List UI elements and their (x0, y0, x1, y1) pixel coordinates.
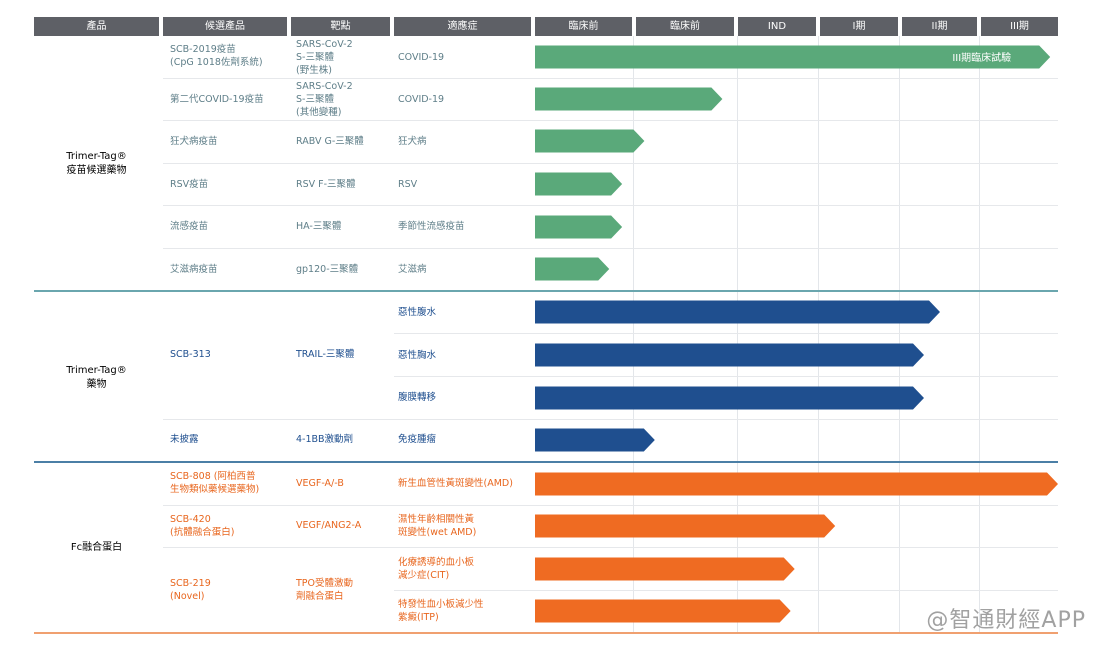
header-stage-1: 臨床前 (535, 17, 632, 36)
row-divider (163, 419, 1058, 420)
group-divider (34, 290, 1058, 292)
row-indication: 艾滋病 (398, 264, 427, 275)
row-divider (163, 205, 1058, 206)
row-divider (163, 547, 1058, 548)
header-phase-1: I期 (820, 17, 898, 36)
row-divider (163, 505, 1058, 506)
row-candidate: 流感疫苗 (170, 221, 209, 232)
row-divider (163, 163, 1058, 164)
group-divider (34, 632, 1058, 634)
row-candidate: SCB-808 (阿柏西普 生物類似藥候選藥物) (170, 471, 260, 495)
row-candidate: SCB-219 (Novel) (170, 578, 211, 602)
row-indication: 免疫腫瘤 (398, 434, 437, 445)
stage-gridline (818, 36, 819, 633)
stage-gridline (979, 36, 980, 633)
pipeline-bar (535, 87, 723, 111)
row-indication: 濕性年齡相關性黃 斑變性(wet AMD) (398, 514, 477, 538)
row-indication: 狂犬病 (398, 136, 427, 147)
pipeline-bar (535, 386, 924, 410)
pipeline-bar (535, 599, 791, 623)
row-target: 4-1BB激動劑 (296, 434, 354, 445)
pipeline-bar (535, 257, 610, 281)
row-target: RABV G-三聚體 (296, 136, 364, 147)
row-indication: 化療誘導的血小板 減少症(CIT) (398, 557, 475, 581)
group-label-trimer-drugs: Trimer-Tag® 藥物 (66, 365, 127, 390)
row-candidate: SCB-420 (抗體融合蛋白) (170, 514, 235, 538)
header-phase-3: III期 (981, 17, 1058, 36)
row-target: TRAIL-三聚體 (296, 349, 355, 360)
row-divider (163, 120, 1058, 121)
header-phase-2: II期 (902, 17, 977, 36)
row-candidate: 第二代COVID-19疫苗 (170, 94, 264, 105)
row-indication: COVID-19 (398, 94, 445, 105)
pipeline-bar (535, 557, 795, 581)
watermark: @智通財經APP (926, 608, 1086, 633)
row-target: HA-三聚體 (296, 221, 342, 232)
row-target: gp120-三聚體 (296, 264, 359, 275)
stage-gridline (899, 36, 900, 633)
pipeline-bar (535, 215, 623, 239)
header-ind: IND (738, 17, 816, 36)
row-divider (394, 333, 1058, 334)
row-indication: 新生血管性黃斑變性(AMD) (398, 478, 513, 489)
pipeline-bar (535, 428, 655, 452)
pipeline-bar (535, 172, 623, 196)
header-stage-2: 臨床前 (636, 17, 734, 36)
pipeline-bar (535, 472, 1058, 496)
row-indication: 惡性胸水 (398, 350, 437, 361)
group-label-vaccines: Trimer-Tag® 疫苗候選藥物 (66, 151, 127, 176)
header-indication: 適應症 (394, 17, 531, 36)
stage-gridline (737, 36, 738, 633)
row-indication: 腹膜轉移 (398, 392, 437, 403)
row-indication: 季節性流感疫苗 (398, 221, 465, 232)
pipeline-bar (535, 514, 836, 538)
row-target: SARS-CoV-2 S-三聚體 (其他變種) (296, 81, 353, 118)
row-candidate: 狂犬病疫苗 (170, 136, 218, 147)
row-candidate: SCB-2019疫苗 (CpG 1018佐劑系統) (170, 44, 263, 68)
stage-gridline (633, 36, 634, 633)
pipeline-bar (535, 300, 940, 324)
row-candidate: 未披露 (170, 434, 199, 445)
row-target: VEGF-A/-B (296, 478, 344, 489)
row-divider (163, 78, 1058, 79)
row-candidate: 艾滋病疫苗 (170, 264, 218, 275)
header-candidate: 候選產品 (163, 17, 287, 36)
row-divider (394, 376, 1058, 377)
bar-label: III期臨床試驗 (952, 51, 1011, 64)
header-target: 靶點 (291, 17, 390, 36)
pipeline-bar (535, 129, 645, 153)
row-indication: COVID-19 (398, 52, 445, 63)
pipeline-bar (535, 343, 924, 367)
row-target: RSV F-三聚體 (296, 179, 356, 190)
row-divider (394, 590, 1058, 591)
row-indication: RSV (398, 179, 418, 190)
header-product: 產品 (34, 17, 159, 36)
row-target: TPO受體激動 劑融合蛋白 (296, 578, 354, 602)
group-divider (34, 461, 1058, 463)
row-divider (163, 248, 1058, 249)
group-label-fc-fusion: Fc融合蛋白 (70, 542, 123, 553)
pipeline-bar (535, 45, 1051, 69)
row-indication: 特發性血小板減少性 紫癜(ITP) (398, 599, 484, 623)
row-target: SARS-CoV-2 S-三聚體 (野生株) (296, 39, 353, 76)
row-target: VEGF/ANG2-A (296, 520, 362, 531)
row-indication: 惡性腹水 (398, 307, 437, 318)
row-candidate: RSV疫苗 (170, 179, 209, 190)
row-candidate: SCB-313 (170, 349, 211, 360)
